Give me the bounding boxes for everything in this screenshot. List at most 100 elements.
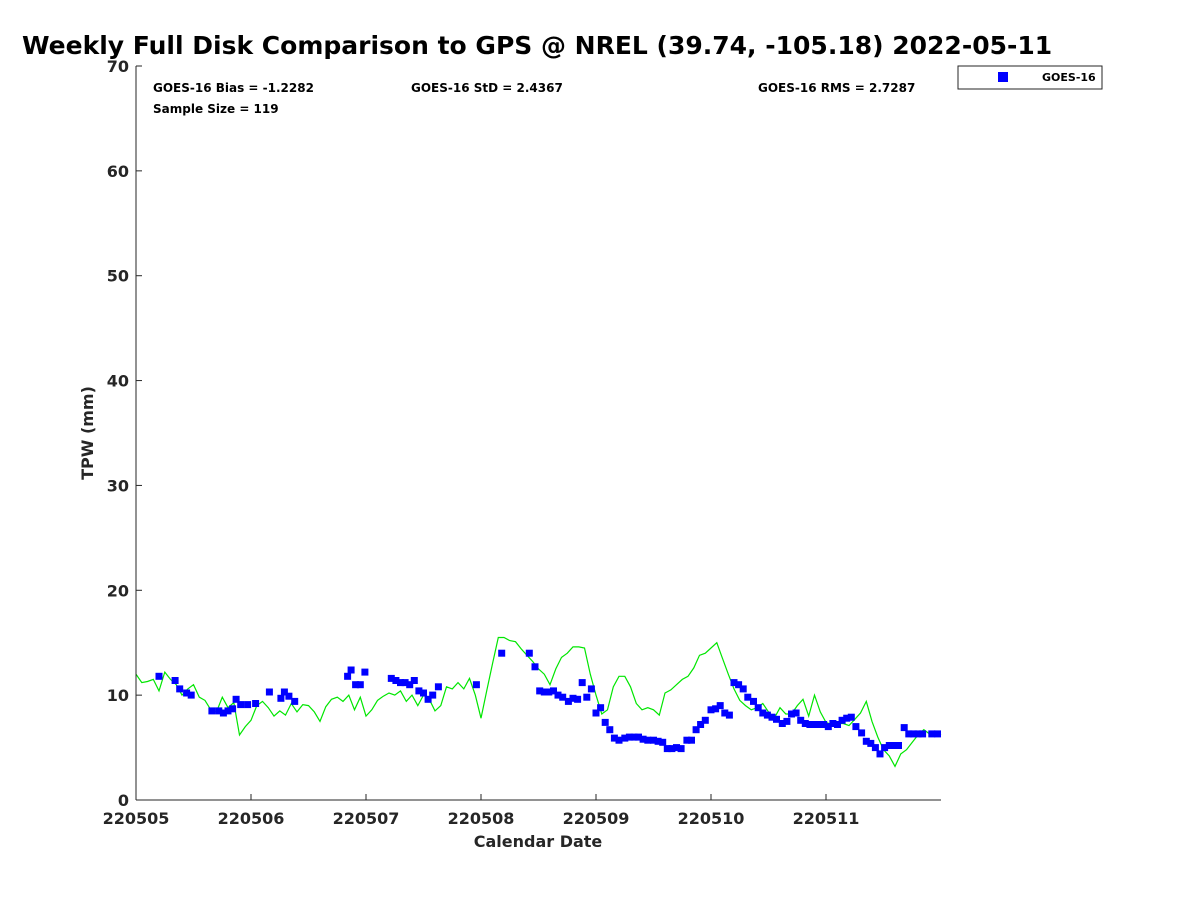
goes16-data-point	[578, 679, 586, 687]
goes16-data-point	[881, 744, 889, 752]
goes16-data-point	[712, 705, 720, 713]
y-tick-label: 10	[107, 686, 129, 705]
goes16-data-point	[928, 730, 936, 738]
goes16-data-point	[540, 688, 548, 696]
y-tick-label: 0	[118, 791, 129, 810]
goes16-data-point	[744, 693, 752, 701]
goes16-data-point	[401, 679, 409, 687]
goes16-data-point	[905, 730, 913, 738]
goes16-data-point	[280, 688, 288, 696]
goes16-data-point	[187, 691, 195, 699]
goes16-data-point	[707, 706, 715, 714]
goes16-data-point	[692, 726, 700, 734]
goes16-data-point	[811, 721, 818, 728]
x-ticks: 220505 220506 220507 220508 220509 220510 2205…	[103, 794, 860, 828]
goes16-data-point	[176, 685, 184, 693]
goes16-data-point	[397, 679, 404, 687]
goes16-data-point	[750, 697, 757, 705]
goes16-data-point	[208, 707, 216, 715]
goes16-data-point	[697, 721, 705, 728]
goes16-data-point	[601, 718, 609, 726]
goes16-data-point	[429, 691, 437, 699]
goes16-data-point	[606, 726, 614, 734]
x-tick-label: 220506	[218, 809, 285, 828]
goes16-data-point	[420, 689, 427, 697]
goes16-data-point	[155, 672, 163, 680]
goes16-data-point	[773, 715, 780, 723]
goes16-data-point	[587, 685, 595, 693]
goes16-data-point	[730, 679, 738, 687]
goes16-data-point	[909, 730, 917, 738]
y-tick-label: 20	[107, 581, 129, 600]
goes16-data-point	[688, 736, 695, 744]
goes16-data-point	[352, 681, 360, 689]
goes16-data-point	[550, 687, 557, 695]
goes16-data-point	[843, 714, 851, 722]
stat-std: GOES-16 StD = 2.4367	[411, 81, 563, 95]
legend-box	[957, 65, 1103, 90]
goes16-data-point	[536, 687, 544, 695]
goes16-data-point	[171, 677, 179, 684]
goes16-data-point	[871, 744, 879, 752]
goes16-data-point	[237, 701, 245, 709]
x-tick-label: 220508	[448, 809, 515, 828]
goes16-data-point	[583, 693, 591, 701]
goes16-data-point	[387, 674, 395, 682]
goes16-data-point	[683, 736, 691, 744]
stat-rms: GOES-16 RMS = 2.7287	[758, 81, 915, 95]
goes16-data-point	[574, 695, 582, 703]
x-tick-label: 220509	[563, 809, 630, 828]
goes16-data-point	[291, 697, 299, 705]
goes16-data-point	[829, 720, 837, 727]
goes16-data-point	[778, 720, 786, 727]
goes16-data-point	[890, 742, 898, 749]
goes16-data-point	[424, 695, 432, 703]
goes16-data-point	[801, 720, 809, 727]
y-tick-label: 50	[107, 267, 129, 286]
goes16-data-point	[838, 716, 846, 724]
goes16-data-point	[862, 737, 870, 745]
goes16-data-point	[229, 705, 237, 713]
y-tick-label: 30	[107, 476, 129, 495]
goes16-data-point	[768, 713, 776, 721]
goes16-data-point	[635, 733, 642, 741]
goes16-data-point	[559, 693, 567, 701]
goes16-data-point	[610, 734, 618, 742]
legend-marker-square	[998, 72, 1008, 82]
goes16-data-point	[361, 668, 369, 676]
goes16-data-point	[654, 737, 662, 745]
goes16-data-point	[356, 681, 364, 689]
x-tick-label: 220511	[793, 809, 860, 828]
goes16-data-point	[701, 716, 709, 724]
y-ticks: 0 10 20 30 40 50 60 70	[107, 57, 142, 810]
goes16-data-point	[668, 745, 676, 753]
goes16-data-point	[677, 745, 685, 753]
goes16-data-point	[858, 729, 866, 737]
goes16-data-point	[569, 694, 577, 702]
goes16-data-point	[867, 739, 875, 747]
goes16-data-point	[406, 681, 414, 689]
goes16-data-point	[232, 695, 240, 703]
goes16-data-point	[900, 724, 908, 732]
goes16-data-point	[783, 717, 791, 725]
y-tick-label: 70	[107, 57, 129, 76]
goes16-data-point	[895, 742, 902, 749]
goes16-data-point	[815, 721, 823, 728]
goes16-data-point	[498, 649, 506, 657]
stat-sample-size: Sample Size = 119	[153, 102, 279, 116]
goes16-data-point	[545, 688, 553, 696]
goes16-data-point	[410, 677, 418, 684]
goes16-data-point	[344, 672, 352, 680]
goes16-data-point	[735, 681, 743, 689]
goes16-data-point	[788, 710, 795, 718]
goes16-data-point	[183, 689, 191, 697]
goes16-data-point	[759, 709, 767, 717]
goes16-data-point	[663, 745, 671, 753]
goes16-data-point	[630, 733, 638, 741]
goes16-data-point	[415, 687, 423, 695]
goes16-data-point	[525, 649, 533, 657]
goes16-data-point	[919, 730, 927, 738]
goes16-data-point	[673, 744, 680, 752]
goes16-data-point	[625, 733, 633, 741]
y-tick-label: 60	[107, 162, 129, 181]
